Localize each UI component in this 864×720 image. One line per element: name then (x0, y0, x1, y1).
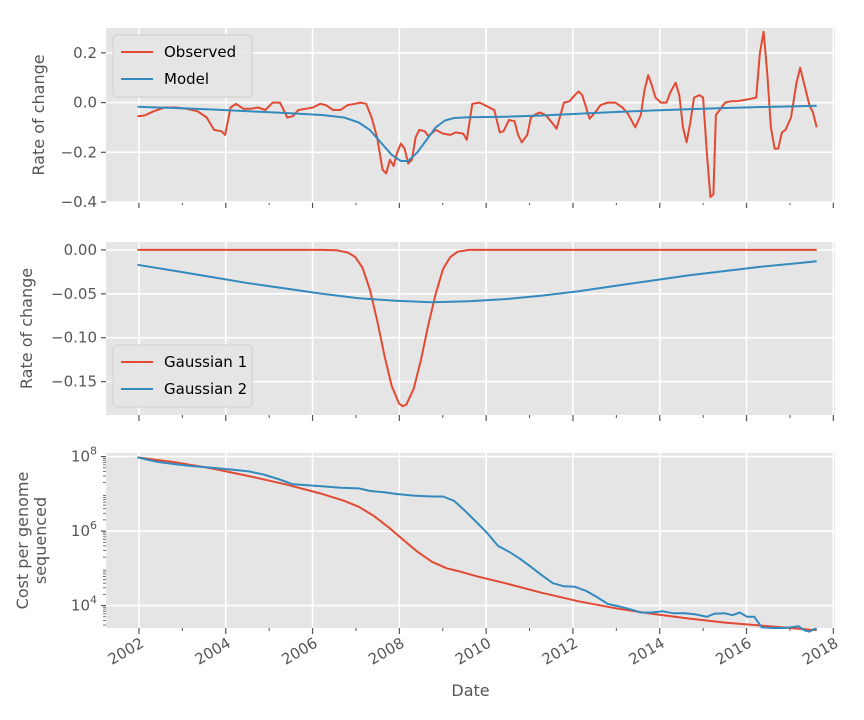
y-tick-label: 0.0 (73, 94, 97, 112)
y-tick-label: 104 (71, 594, 97, 615)
y-tick-label: −0.15 (51, 373, 97, 391)
y-tick-label: 108 (71, 445, 97, 466)
x-tick-label: 2002 (105, 634, 147, 669)
y-axis-label: Rate of change (29, 54, 48, 175)
x-axis-label: Date (451, 681, 489, 700)
panel-2: 0.00 −0.05 −0.10 −0.15 Rate of change Gaussia… (17, 241, 835, 421)
y-tick-label: −0.2 (61, 143, 97, 161)
x-tick-label: 2012 (539, 634, 581, 669)
x-tick-label: 2016 (712, 634, 754, 669)
x-tick-label: 2004 (192, 634, 234, 669)
x-tick-label: 2010 (452, 634, 494, 669)
legend-label: Model (164, 70, 209, 88)
y-tick-label: 106 (71, 519, 97, 540)
x-tick-label: 2008 (365, 634, 407, 669)
panel-3: 108 106 104 Cost per genome sequenced 2002 200… (13, 445, 841, 700)
y-tick-label: 0.00 (64, 241, 97, 259)
x-tick-label: 2018 (799, 634, 841, 669)
legend: Gaussian 1 Gaussian 2 (112, 344, 253, 408)
legend: Observed Model (112, 34, 253, 98)
series-line-measured (137, 456, 818, 633)
y-tick-label: −0.05 (51, 285, 97, 303)
series-line-model (137, 104, 817, 162)
legend-frame (112, 34, 253, 98)
legend-label: Gaussian 1 (164, 353, 247, 371)
series-line-gaussian-2 (137, 260, 817, 304)
x-tick-label: 2014 (626, 634, 668, 669)
y-axis-label: Rate of change (17, 268, 36, 389)
y-tick-label: −0.4 (61, 193, 97, 211)
legend-frame (112, 344, 253, 408)
y-axis-label: Cost per genome (13, 472, 32, 610)
series-line-gaussian-1 (137, 248, 817, 408)
plot-area (106, 453, 835, 628)
legend-label: Observed (164, 43, 236, 61)
legend-label: Gaussian 2 (164, 380, 247, 398)
x-tick-label: 2006 (278, 634, 320, 669)
series-line-fitted (137, 456, 817, 632)
y-axis-label: sequenced (31, 497, 50, 584)
panel-1: 0.2 0.0 −0.2 −0.4 Rate of change Observed Mode… (29, 28, 835, 211)
y-tick-label: 0.2 (73, 44, 97, 62)
y-tick-label: −0.10 (51, 329, 97, 347)
